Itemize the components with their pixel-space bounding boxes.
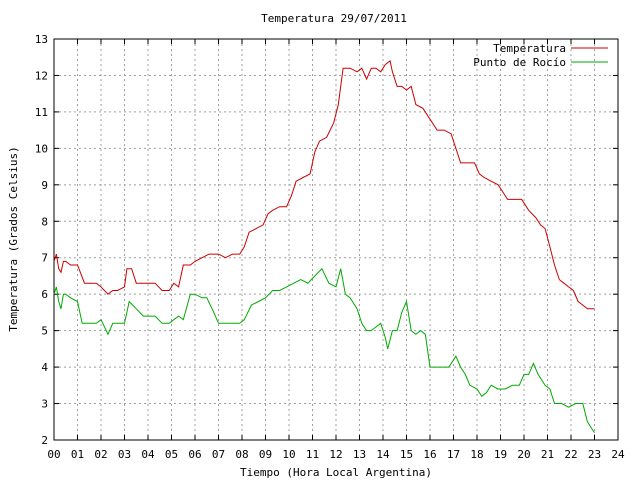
y-tick-label: 12 (35, 69, 48, 82)
legend-label: Temperatura (493, 42, 566, 55)
y-tick-label: 5 (41, 325, 48, 338)
y-tick-label: 3 (41, 398, 48, 411)
x-tick-label: 22 (564, 448, 577, 461)
series-lines (53, 60, 595, 433)
y-tick-label: 10 (35, 142, 48, 155)
x-tick-label: 08 (235, 448, 248, 461)
x-tick-label: 10 (282, 448, 295, 461)
y-axis-tick-labels: 2 3 4 5 6 7 8 9 10 11 12 13 (35, 33, 49, 447)
y-tick-label: 8 (41, 215, 48, 228)
x-tick-label: 04 (141, 448, 155, 461)
x-tick-label: 15 (400, 448, 413, 461)
x-tick-label: 20 (517, 448, 530, 461)
x-tick-label: 19 (494, 448, 507, 461)
legend-label: Punto de Rocío (473, 56, 566, 69)
y-tick-label: 6 (41, 288, 48, 301)
x-tick-label: 02 (94, 448, 107, 461)
x-tick-label: 13 (353, 448, 366, 461)
y-tick-label: 2 (41, 434, 48, 447)
x-tick-label: 00 (47, 448, 60, 461)
x-tick-label: 09 (259, 448, 272, 461)
x-tick-label: 12 (329, 448, 342, 461)
chart-title: Temperatura 29/07/2011 (261, 12, 407, 25)
series-line-punto-de-rocio (53, 267, 595, 433)
y-tick-label: 7 (41, 252, 48, 265)
x-tick-label: 14 (376, 448, 390, 461)
x-tick-label: 23 (588, 448, 601, 461)
x-tick-label: 16 (423, 448, 436, 461)
x-tick-label: 24 (611, 448, 625, 461)
y-tick-label: 11 (35, 106, 48, 119)
tick-marks (53, 38, 619, 441)
y-tick-label: 13 (35, 33, 48, 46)
y-axis-label: Temperatura (Grados Celsius) (7, 146, 20, 331)
series-line-temperatura (53, 60, 595, 310)
x-tick-label: 06 (188, 448, 201, 461)
x-tick-label: 17 (447, 448, 460, 461)
x-axis-label: Tiempo (Hora Local Argentina) (240, 466, 432, 479)
y-tick-label: 9 (41, 179, 48, 192)
x-tick-label: 03 (118, 448, 131, 461)
x-tick-label: 18 (470, 448, 483, 461)
grid (54, 39, 618, 440)
x-axis-tick-labels: 00 01 02 03 04 05 06 07 08 09 10 11 12 13 14 15 16 17 18 19… (47, 448, 625, 461)
y-tick-label: 4 (41, 361, 48, 374)
x-tick-label: 05 (165, 448, 178, 461)
x-tick-label: 11 (306, 448, 319, 461)
x-tick-label: 07 (212, 448, 225, 461)
x-tick-label: 01 (71, 448, 84, 461)
x-tick-label: 21 (541, 448, 554, 461)
